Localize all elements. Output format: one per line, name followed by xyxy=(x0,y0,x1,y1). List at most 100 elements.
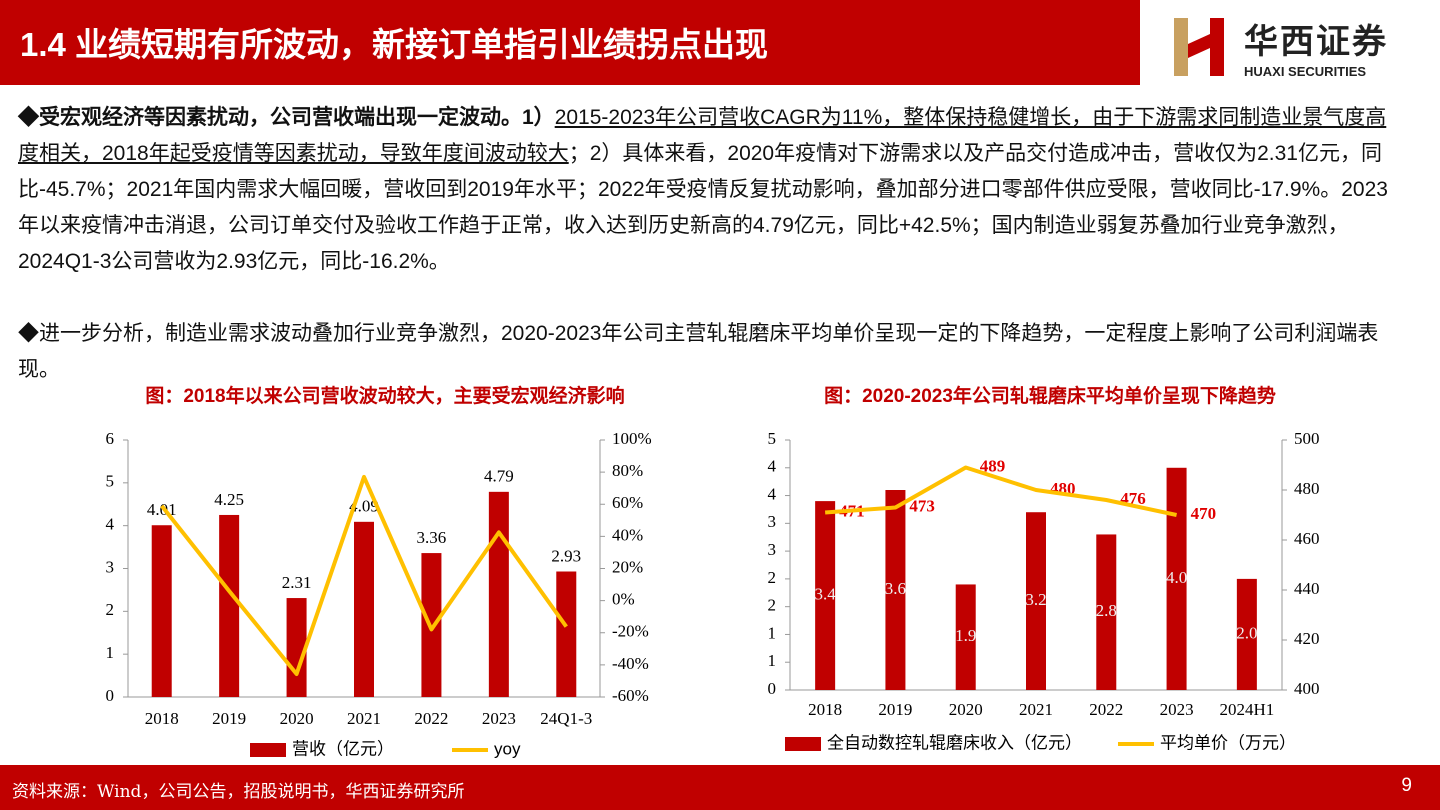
x-tick-label: 2019 xyxy=(878,700,912,719)
page-number: 9 xyxy=(1401,775,1412,796)
line-label: 489 xyxy=(980,456,1006,475)
logo-en: HUAXI SECURITIES xyxy=(1244,64,1367,79)
legend-label: yoy xyxy=(494,739,521,758)
x-tick-label: 2018 xyxy=(808,700,842,719)
y-tick-label: 1 xyxy=(768,651,777,670)
x-tick-label: 2019 xyxy=(212,709,246,728)
bar xyxy=(955,584,976,690)
slide-title: 1.4 业绩短期有所波动，新接订单指引业绩拐点出现 xyxy=(20,26,769,63)
header-bar: 1.4 业绩短期有所波动，新接订单指引业绩拐点出现 xyxy=(0,0,1140,85)
y-tick-label: 1 xyxy=(768,623,777,642)
legend-label: 平均单价（万元） xyxy=(1160,733,1296,752)
y-tick-label: 5 xyxy=(768,429,777,448)
x-tick-label: 2021 xyxy=(1019,700,1053,719)
y2-tick-label: -40% xyxy=(612,654,649,673)
x-tick-label: 2023 xyxy=(1160,700,1194,719)
y-tick-label: 0 xyxy=(106,686,115,705)
y2-tick-label: 80% xyxy=(612,461,643,480)
y2-tick-label: 480 xyxy=(1294,479,1320,498)
x-tick-label: 2020 xyxy=(280,709,314,728)
x-tick-label: 2018 xyxy=(145,709,179,728)
y2-tick-label: 440 xyxy=(1294,579,1320,598)
bar xyxy=(1166,467,1187,690)
legend-swatch xyxy=(785,737,821,751)
legend-label: 全自动数控轧辊磨床收入（亿元） xyxy=(827,733,1082,752)
x-tick-label: 2022 xyxy=(414,709,448,728)
y-tick-label: 2 xyxy=(768,596,777,615)
x-tick-label: 2022 xyxy=(1089,700,1123,719)
y2-tick-label: 20% xyxy=(612,557,643,576)
line xyxy=(160,474,568,677)
y2-tick-label: 100% xyxy=(612,429,652,448)
paragraph: ◆受宏观经济等因素扰动，公司营收端出现一定波动。1）2015-2023年公司营收… xyxy=(18,100,1398,280)
data-label: 3.36 xyxy=(417,528,447,547)
legend-swatch xyxy=(250,743,286,757)
line-label: 470 xyxy=(1191,504,1217,523)
y2-tick-label: 400 xyxy=(1294,679,1320,698)
chart-title: 图：2018年以来公司营收波动较大，主要受宏观经济影响 xyxy=(145,384,624,407)
data-label: 2.0 xyxy=(1236,623,1257,642)
y2-tick-label: 460 xyxy=(1294,529,1320,548)
bar xyxy=(219,514,240,697)
y-tick-label: 1 xyxy=(106,643,115,662)
y-tick-label: 3 xyxy=(106,557,115,576)
y-tick-label: 4 xyxy=(768,484,777,503)
bar xyxy=(556,571,577,697)
bar xyxy=(354,521,374,697)
bar xyxy=(885,490,906,690)
x-tick-label: 2021 xyxy=(347,709,381,728)
text-run: ◆受宏观经济等因素扰动，公司营收端出现一定波动。1） xyxy=(18,106,555,129)
line xyxy=(825,465,1177,517)
y-tick-label: 3 xyxy=(768,512,777,531)
y2-tick-label: 60% xyxy=(612,493,643,512)
y2-tick-label: 0% xyxy=(612,590,635,609)
data-label: 3.4 xyxy=(815,584,837,603)
x-tick-label: 2020 xyxy=(949,700,983,719)
y2-tick-label: -60% xyxy=(612,686,649,705)
bar xyxy=(488,491,509,697)
source: 资料来源：Wind，公司公告，招股说明书，华西证券研究所 xyxy=(12,782,465,802)
data-label: 4.79 xyxy=(484,467,514,486)
bar xyxy=(151,525,172,697)
y2-tick-label: 420 xyxy=(1294,629,1320,648)
y-tick-label: 2 xyxy=(768,568,777,587)
y2-tick-label: 40% xyxy=(612,525,643,544)
x-tick-label: 24Q1-3 xyxy=(540,709,592,728)
y-tick-label: 3 xyxy=(768,540,777,559)
data-label: 2.8 xyxy=(1096,601,1117,620)
text-run: ；2）具体来看，2020年疫情对下游需求以及产品交付造成冲击，营收仅为2.31亿… xyxy=(18,142,1388,273)
text-run: ◆进一步分析，制造业需求波动叠加行业竞争激烈，2020-2023年公司主营轧辊磨… xyxy=(18,322,1379,381)
data-label: 3.6 xyxy=(885,579,906,598)
footer-bar: 资料来源：Wind，公司公告，招股说明书，华西证券研究所 9 xyxy=(0,765,1440,810)
y2-tick-label: 500 xyxy=(1294,429,1320,448)
y-tick-label: 2 xyxy=(106,600,115,619)
legend-label: 营收（亿元） xyxy=(292,739,394,758)
data-label: 4.25 xyxy=(214,490,244,509)
bar xyxy=(1026,512,1046,690)
logo-icon xyxy=(1174,18,1224,76)
y-tick-label: 6 xyxy=(106,429,115,448)
data-label: 4.0 xyxy=(1166,568,1187,587)
y-tick-label: 5 xyxy=(106,472,115,491)
data-label: 3.2 xyxy=(1025,590,1046,609)
bar xyxy=(1236,578,1257,690)
paragraph: ◆进一步分析，制造业需求波动叠加行业竞争激烈，2020-2023年公司主营轧辊磨… xyxy=(18,316,1398,388)
logo-cn: 华西证券 xyxy=(1244,23,1388,61)
bar xyxy=(815,501,836,690)
bar xyxy=(1096,534,1117,690)
data-label: 1.9 xyxy=(955,626,976,645)
chart-title: 图：2020-2023年公司轧辊磨床平均单价呈现下降趋势 xyxy=(824,384,1276,407)
data-label: 2.93 xyxy=(551,546,581,565)
bar xyxy=(286,598,307,697)
y-tick-label: 0 xyxy=(768,679,777,698)
data-label: 2.31 xyxy=(282,573,312,592)
y-tick-label: 4 xyxy=(768,457,777,476)
y2-tick-label: -20% xyxy=(612,622,649,641)
charts: 图：2018年以来公司营收波动较大，主要受宏观经济影响 0 1 2 3 4 5 6 -60% -4… xyxy=(106,384,1320,758)
x-tick-label: 2023 xyxy=(482,709,516,728)
x-tick-label: 2024H1 xyxy=(1219,700,1274,719)
line-label: 473 xyxy=(909,496,935,515)
y-tick-label: 4 xyxy=(106,515,115,534)
text-run: 2015-2023年公司营收CAGR为11%，整体保持稳健增长，由于下游需求同制… xyxy=(18,106,1387,165)
